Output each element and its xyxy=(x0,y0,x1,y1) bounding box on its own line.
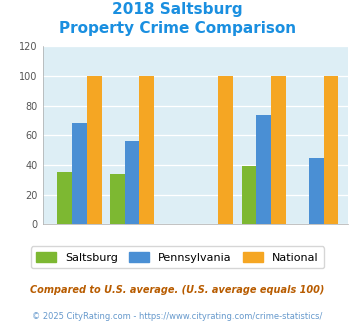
Bar xyxy=(110,174,125,224)
Bar xyxy=(87,76,102,224)
Bar xyxy=(72,123,87,224)
Text: 2018 Saltsburg: 2018 Saltsburg xyxy=(112,2,243,16)
Legend: Saltsburg, Pennsylvania, National: Saltsburg, Pennsylvania, National xyxy=(31,247,324,268)
Bar xyxy=(324,76,338,224)
Bar xyxy=(140,76,154,224)
Text: Compared to U.S. average. (U.S. average equals 100): Compared to U.S. average. (U.S. average … xyxy=(30,285,325,295)
Bar xyxy=(241,167,256,224)
Bar xyxy=(58,172,72,224)
Bar xyxy=(309,157,324,224)
Bar xyxy=(125,141,140,224)
Bar xyxy=(256,115,271,224)
Text: © 2025 CityRating.com - https://www.cityrating.com/crime-statistics/: © 2025 CityRating.com - https://www.city… xyxy=(32,312,323,321)
Text: Property Crime Comparison: Property Crime Comparison xyxy=(59,21,296,36)
Bar xyxy=(218,76,233,224)
Bar xyxy=(271,76,286,224)
